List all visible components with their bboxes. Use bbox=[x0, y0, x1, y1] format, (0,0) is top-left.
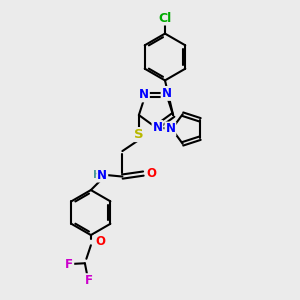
Text: O: O bbox=[146, 167, 156, 180]
Text: N: N bbox=[152, 121, 163, 134]
Text: Cl: Cl bbox=[158, 11, 172, 25]
Text: H: H bbox=[92, 170, 101, 180]
Text: N: N bbox=[139, 88, 149, 101]
Text: O: O bbox=[95, 235, 105, 248]
Text: N: N bbox=[97, 169, 107, 182]
Text: F: F bbox=[85, 274, 92, 287]
Text: N: N bbox=[165, 122, 176, 136]
Text: N: N bbox=[162, 87, 172, 100]
Text: F: F bbox=[65, 258, 73, 271]
Text: S: S bbox=[134, 128, 144, 141]
